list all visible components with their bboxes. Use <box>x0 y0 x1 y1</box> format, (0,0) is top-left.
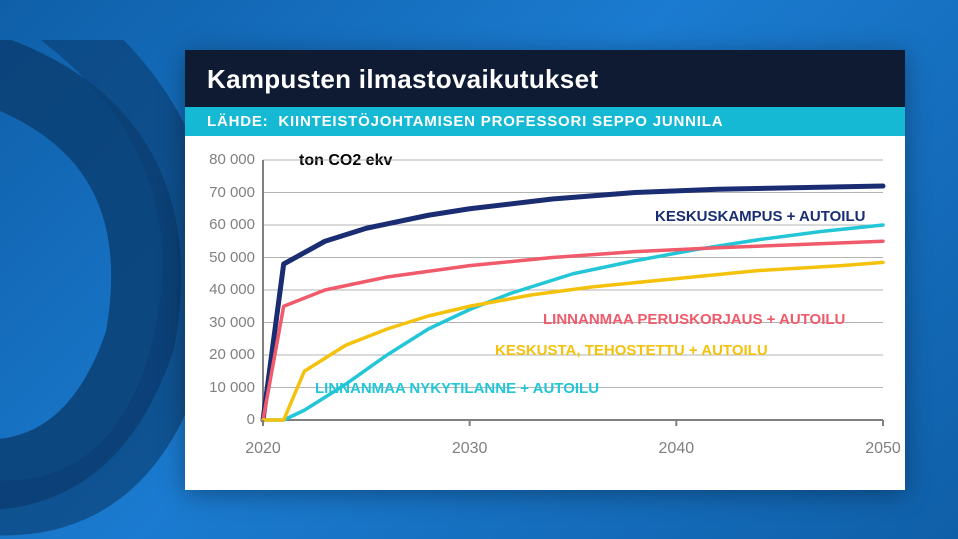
series-label-linnanmaa_peruskorjaus_autoilu: LINNANMAA PERUSKORJAUS + AUTOILU <box>543 311 845 328</box>
series-label-keskusta_tehostettu_autoilu: KESKUSTA, TEHOSTETTU + AUTOILU <box>495 342 768 359</box>
source-prefix: LÄHDE: <box>207 113 268 130</box>
page-background: Kampusten ilmastovaikutukset LÄHDE: KIIN… <box>0 0 958 539</box>
y-tick-label: 10 000 <box>191 379 255 396</box>
chart-svg <box>185 136 905 476</box>
y-tick-label: 60 000 <box>191 216 255 233</box>
y-tick-label: 80 000 <box>191 151 255 168</box>
x-tick-label: 2040 <box>659 440 695 458</box>
y-tick-label: 70 000 <box>191 184 255 201</box>
y-tick-label: 30 000 <box>191 314 255 331</box>
x-tick-label: 2020 <box>245 440 281 458</box>
x-tick-label: 2050 <box>865 440 901 458</box>
panel-source: LÄHDE: KIINTEISTÖJOHTAMISEN PROFESSORI S… <box>185 107 905 136</box>
source-text: KIINTEISTÖJOHTAMISEN PROFESSORI SEPPO JU… <box>278 113 723 130</box>
y-tick-label: 40 000 <box>191 281 255 298</box>
y-tick-label: 0 <box>191 411 255 428</box>
x-tick-label: 2030 <box>452 440 488 458</box>
series-label-linnanmaa_nykytilanne_autoilu: LINNANMAA NYKYTILANNE + AUTOILU <box>315 380 599 397</box>
y-tick-label: 20 000 <box>191 346 255 363</box>
series-label-keskuskampus_autoilu: KESKUSKAMPUS + AUTOILU <box>655 208 865 225</box>
chart-area: ton CO2 ekv 010 00020 00030 00040 00050 … <box>185 136 905 476</box>
y-tick-label: 50 000 <box>191 249 255 266</box>
chart-panel: Kampusten ilmastovaikutukset LÄHDE: KIIN… <box>185 50 905 490</box>
panel-title: Kampusten ilmastovaikutukset <box>185 50 905 107</box>
